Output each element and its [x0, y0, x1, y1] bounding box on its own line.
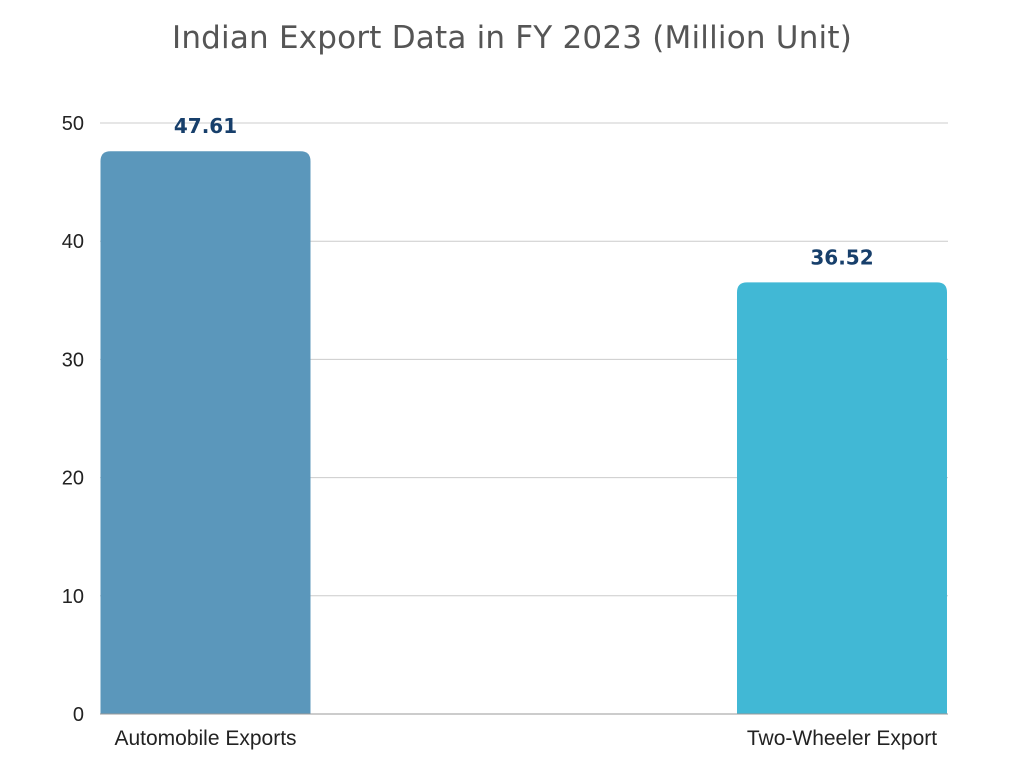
- data-label: 36.52: [810, 245, 873, 269]
- x-tick-label: Two-Wheeler Export: [747, 727, 937, 750]
- bar: [737, 282, 947, 714]
- chart-title: Indian Export Data in FY 2023 (Million U…: [171, 20, 853, 56]
- y-tick-label: 10: [62, 586, 84, 608]
- y-tick-label: 40: [62, 231, 84, 253]
- data-label: 47.61: [174, 114, 237, 138]
- x-tick-label: Automobile Exports: [114, 727, 296, 750]
- y-tick-label: 0: [73, 704, 84, 726]
- bar: [100, 151, 311, 714]
- y-tick-label: 20: [62, 468, 84, 490]
- y-tick-label: 50: [62, 113, 84, 135]
- bars: [100, 151, 947, 714]
- axes: 0 10 20 30 40 50: [62, 113, 948, 726]
- y-tick-label: 30: [62, 349, 84, 371]
- labels: 47.61 Automobile Exports 36.52 Two-Wheeler …: [114, 114, 937, 750]
